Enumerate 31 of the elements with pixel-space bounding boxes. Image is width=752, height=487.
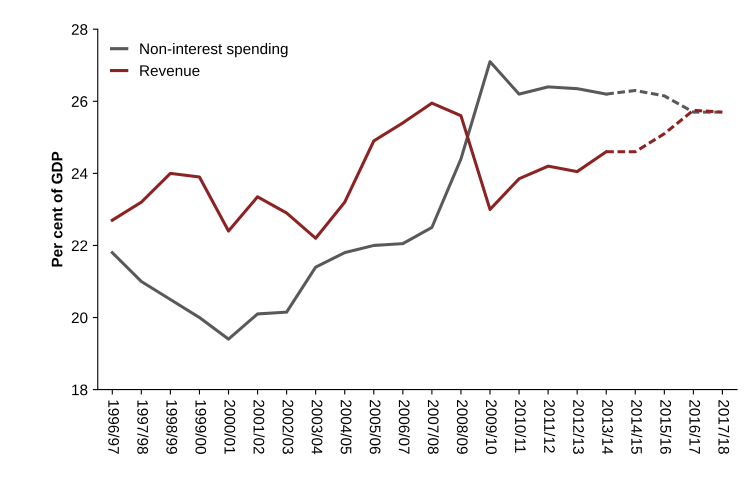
x-tick-label: 2003/04 — [312, 400, 323, 454]
x-tick-label: 1996/97 — [108, 400, 120, 454]
x-tick-label: 2010/11 — [514, 400, 526, 453]
x-tick-label: 2009/10 — [486, 400, 498, 454]
x-tick-label: 1999/00 — [195, 400, 207, 454]
y-tick-label: 18 — [72, 384, 88, 396]
x-tick-label: 2001/02 — [253, 400, 265, 454]
x-tick-label: 1998/99 — [166, 400, 178, 454]
x-tick-label: 2012/13 — [573, 400, 584, 454]
legend-label: Revenue — [140, 65, 200, 76]
x-tick-label: 2008/09 — [456, 400, 468, 454]
x-tick-label: 2004/05 — [340, 400, 352, 454]
x-tick-label: 2007/08 — [428, 400, 440, 454]
y-tick-label: 24 — [72, 168, 88, 179]
x-tick-label: 2014/15 — [631, 400, 642, 454]
y-axis-title: Per cent of GDP — [51, 152, 62, 267]
y-tick-label: 20 — [72, 312, 88, 324]
x-tick-label: 2005/06 — [370, 400, 381, 454]
y-tick-label: 28 — [72, 24, 88, 35]
x-tick-label: 1997/98 — [137, 400, 148, 454]
x-tick-label: 2016/17 — [689, 400, 700, 454]
x-tick-label: 2017/18 — [718, 400, 730, 454]
x-tick-label: 2015/16 — [660, 400, 672, 454]
x-tick-label: 2013/14 — [602, 400, 614, 454]
legend-label: Non-interest spending — [140, 42, 288, 58]
x-tick-label: 2002/03 — [282, 400, 294, 454]
x-tick-label: 2000/01 — [224, 400, 236, 454]
x-tick-label: 2011/12 — [544, 400, 556, 453]
y-tick-label: 26 — [72, 96, 88, 107]
y-tick-label: 22 — [72, 240, 88, 251]
x-tick-label: 2006/07 — [398, 400, 410, 454]
